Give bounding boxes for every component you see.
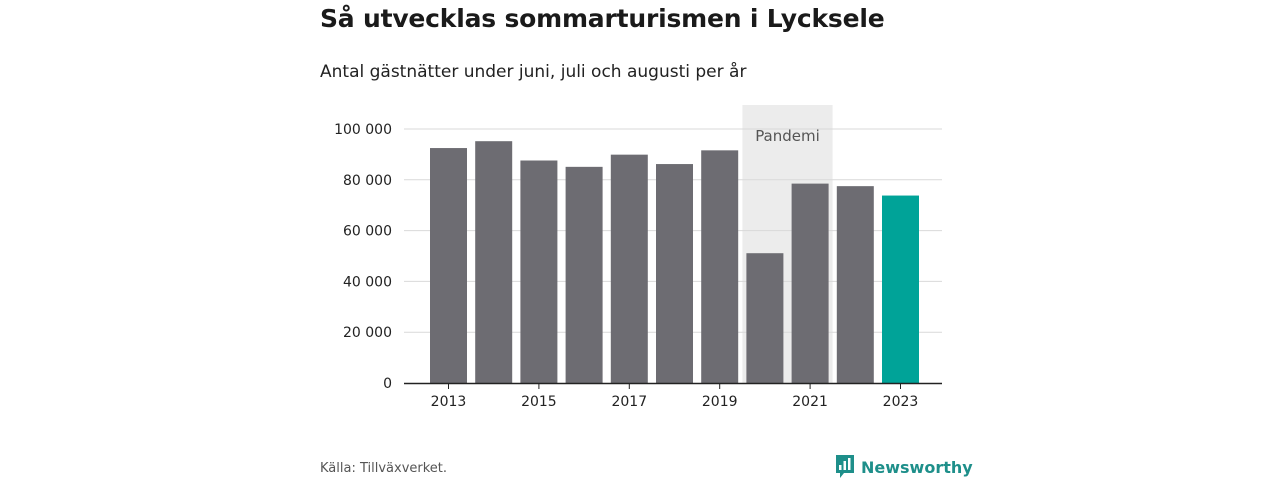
bar-2018	[656, 164, 693, 383]
y-tick-label: 80 000	[343, 173, 392, 189]
x-tick-label: 2017	[611, 394, 647, 410]
bar-2016	[565, 166, 603, 383]
pandemic-label: Pandemi	[755, 127, 820, 145]
bar-2019	[701, 150, 739, 383]
bar-2014	[475, 141, 513, 383]
source-note: Källa: Tillväxverket.	[320, 461, 448, 476]
bar-2013	[430, 148, 467, 383]
brand-name: Newsworthy	[861, 457, 973, 477]
bar-2023	[882, 195, 919, 383]
bar-2017	[610, 154, 648, 383]
y-tick-label: 40 000	[343, 274, 392, 290]
chart-subtitle: Antal gästnätter under juni, juli och au…	[320, 62, 747, 82]
x-tick-label: 2019	[702, 394, 738, 410]
y-tick-label: 60 000	[343, 224, 392, 240]
x-tick-label: 2015	[521, 394, 557, 410]
bar-2022	[836, 186, 874, 383]
x-tick-label: 2021	[792, 394, 828, 410]
newsworthy-logo-icon	[836, 455, 854, 478]
y-tick-label: 100 000	[334, 122, 392, 138]
y-tick-label: 0	[383, 376, 392, 392]
bar-2021	[791, 183, 829, 383]
bar-2015	[520, 160, 558, 383]
bar-2020	[746, 253, 784, 383]
x-tick-label: 2013	[431, 394, 467, 410]
y-tick-label: 20 000	[343, 325, 392, 341]
chart-title: Så utvecklas sommarturismen i Lycksele	[320, 4, 885, 33]
brand-logo: Newsworthy	[835, 454, 973, 480]
x-tick-label: 2023	[883, 394, 919, 410]
